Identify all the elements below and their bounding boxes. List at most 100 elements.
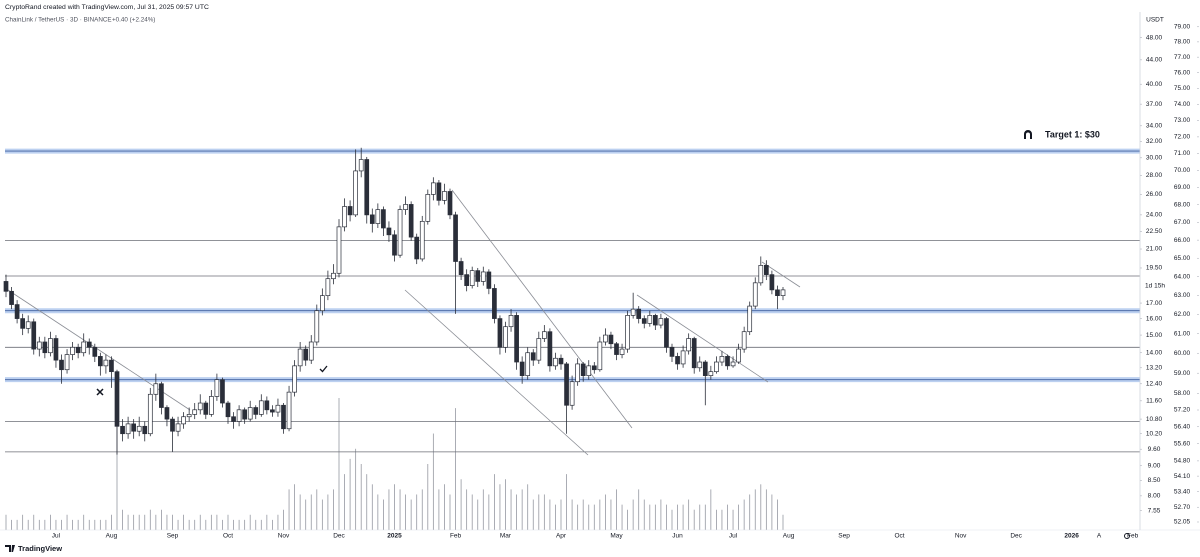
y-tick-label: 37.00 bbox=[1146, 101, 1163, 108]
candle-body bbox=[758, 265, 764, 284]
candle-body bbox=[270, 409, 275, 413]
y-tick-label: 12.40 bbox=[1146, 380, 1163, 387]
y-tick-label: 9.00 bbox=[1148, 462, 1161, 469]
candle-body bbox=[730, 361, 736, 367]
candle-body bbox=[458, 261, 464, 275]
candle-body bbox=[225, 402, 231, 418]
auto-scale-button[interactable]: A bbox=[1097, 533, 1102, 540]
y-tick-label: 34.00 bbox=[1146, 123, 1163, 130]
currency-label: USDT bbox=[1146, 17, 1164, 24]
candle-body bbox=[336, 226, 342, 274]
candle-body bbox=[530, 352, 536, 361]
y2-tick-label: 55.60 bbox=[1174, 440, 1191, 447]
candle-body bbox=[664, 318, 669, 348]
candle-body bbox=[447, 191, 453, 216]
y-tick-label: 8.00 bbox=[1148, 493, 1161, 500]
candle-body bbox=[775, 289, 780, 297]
y-tick-label: 16.00 bbox=[1146, 315, 1163, 322]
candle-body bbox=[619, 348, 625, 355]
candle-body bbox=[575, 363, 581, 383]
candle-body bbox=[547, 331, 553, 367]
candle-body bbox=[508, 315, 514, 328]
candle-body bbox=[175, 423, 181, 432]
y-tick-label: 13.20 bbox=[1146, 364, 1163, 371]
x-tick-label: Feb bbox=[450, 533, 462, 540]
candle-body bbox=[736, 348, 741, 363]
y-tick-label: 11.60 bbox=[1146, 398, 1162, 405]
candle-body bbox=[264, 400, 270, 411]
candle-body bbox=[625, 315, 630, 350]
candle-body bbox=[475, 270, 481, 282]
y2-tick-label: 52.05 bbox=[1174, 519, 1191, 526]
y-tick-label: 22.50 bbox=[1146, 228, 1163, 235]
target-icon bbox=[1024, 130, 1032, 139]
candle-body bbox=[247, 407, 253, 420]
target-annotation: Target 1: $30 bbox=[1045, 129, 1100, 139]
y-tick-label: 8.50 bbox=[1148, 477, 1161, 484]
candle-body bbox=[386, 227, 392, 236]
candle-body bbox=[403, 204, 408, 210]
y2-tick-label: 63.00 bbox=[1174, 292, 1191, 299]
trendline bbox=[451, 189, 633, 429]
candle-body bbox=[558, 357, 564, 365]
x-tick-label: Sep bbox=[838, 533, 850, 540]
y2-tick-label: 54.10 bbox=[1174, 473, 1191, 480]
candle-body bbox=[48, 338, 53, 354]
candle-body bbox=[697, 361, 703, 369]
candle-body bbox=[170, 418, 175, 432]
y2-tick-label: 59.00 bbox=[1174, 370, 1191, 377]
candle-body bbox=[203, 402, 209, 415]
candle-body bbox=[70, 346, 75, 355]
y-tick-label: 44.00 bbox=[1146, 57, 1163, 64]
candle-body bbox=[31, 321, 37, 350]
candle-body bbox=[253, 407, 259, 415]
y-tick-label: 40.00 bbox=[1146, 81, 1163, 88]
candle-body bbox=[364, 159, 370, 216]
candle-body bbox=[747, 305, 753, 333]
trendline bbox=[636, 294, 769, 383]
cross-marker bbox=[96, 388, 104, 396]
candle-body bbox=[214, 379, 220, 397]
candle-body bbox=[109, 359, 114, 373]
candle-body bbox=[308, 341, 314, 361]
candle-body bbox=[9, 290, 14, 305]
candle-body bbox=[86, 341, 92, 348]
candle-body bbox=[209, 396, 214, 415]
candle-body bbox=[342, 206, 347, 228]
candle-body bbox=[36, 341, 42, 350]
candle-body bbox=[564, 363, 569, 406]
settings-icon[interactable] bbox=[1124, 533, 1130, 539]
y2-tick-label: 54.80 bbox=[1174, 458, 1191, 465]
candle-body bbox=[431, 182, 436, 195]
candle-body bbox=[220, 379, 225, 404]
y2-tick-label: 62.00 bbox=[1174, 311, 1191, 318]
y-tick-label: 32.00 bbox=[1146, 138, 1163, 145]
candle-body bbox=[636, 308, 642, 319]
y-tick-label: 9.60 bbox=[1148, 446, 1161, 453]
y2-tick-label: 68.00 bbox=[1174, 201, 1191, 208]
candle-body bbox=[425, 194, 431, 222]
check-marker bbox=[319, 365, 328, 373]
candle-body bbox=[741, 331, 747, 350]
candle-body bbox=[125, 423, 131, 435]
candle-body bbox=[647, 315, 653, 324]
candle-body bbox=[153, 383, 159, 395]
candle-body bbox=[20, 318, 25, 329]
y2-tick-label: 64.00 bbox=[1174, 273, 1191, 280]
x-tick-label: May bbox=[610, 533, 623, 540]
y2-tick-label: 79.00 bbox=[1174, 23, 1191, 30]
y2-tick-label: 58.00 bbox=[1174, 390, 1191, 397]
x-tick-label: Dec bbox=[1010, 533, 1022, 540]
y2-tick-label: 57.20 bbox=[1174, 407, 1191, 414]
x-tick-label: Jul bbox=[52, 533, 61, 540]
candle-body bbox=[719, 356, 725, 363]
candle-body bbox=[353, 170, 358, 216]
candle-body bbox=[769, 274, 775, 291]
x-tick-label: 2026 bbox=[1064, 533, 1079, 540]
candle-body bbox=[64, 354, 70, 371]
candle-body bbox=[725, 356, 730, 367]
candle-body bbox=[320, 295, 325, 312]
candle-body bbox=[286, 391, 292, 430]
